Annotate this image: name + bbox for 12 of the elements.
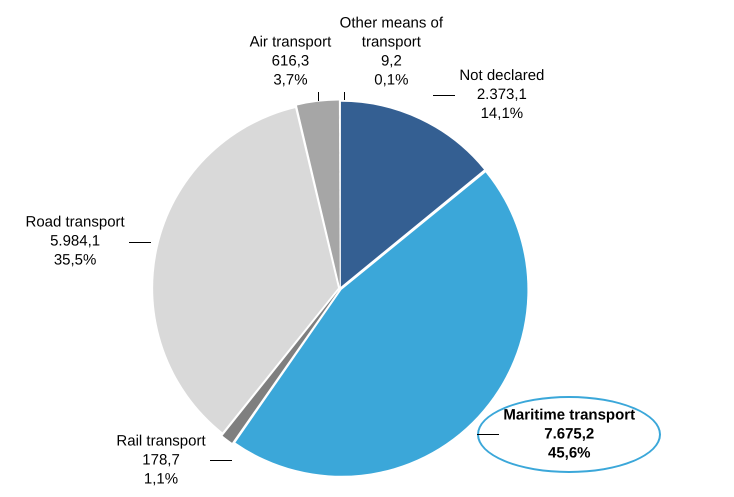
data-label: 5.984,1 35,5% xyxy=(50,232,100,269)
data-label: 7.675,2 45,6% xyxy=(544,425,594,462)
data-label: 9,2 0,1% xyxy=(374,52,408,89)
data-label: 616,3 3,7% xyxy=(272,52,310,89)
slice-label: Rail transport xyxy=(116,432,206,450)
slice-label: Maritime transport xyxy=(503,406,636,424)
slice-label: Air transport xyxy=(250,34,332,51)
slice-label: Road transport xyxy=(25,214,126,231)
slice-label: Not declared xyxy=(459,66,544,84)
data-label: 178,7 1,1% xyxy=(142,451,180,488)
slice-label: Other means of transport xyxy=(340,14,444,51)
data-label: 2.373,1 14,1% xyxy=(476,86,527,122)
